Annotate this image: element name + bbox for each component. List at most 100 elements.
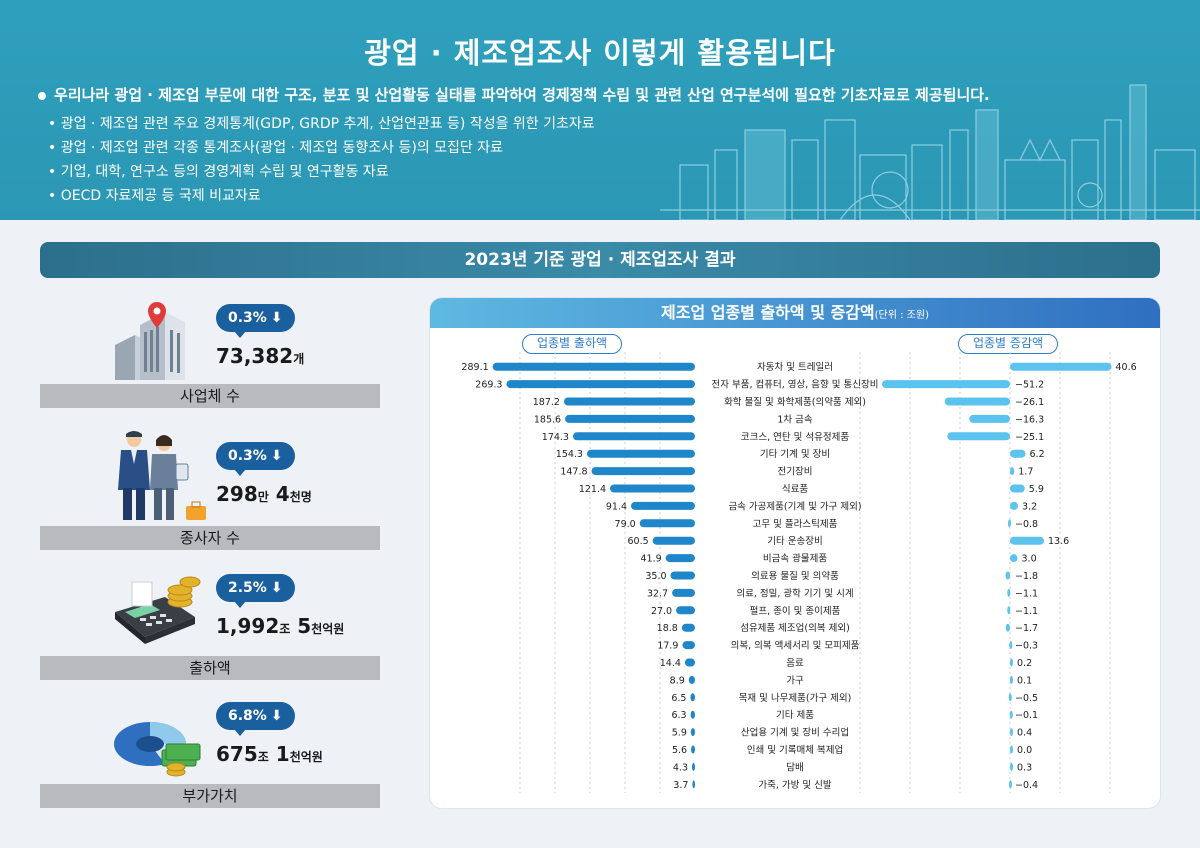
- shipment-value-label: 60.5: [627, 536, 648, 547]
- change-value-label: 6.2: [1030, 449, 1045, 460]
- stat-label: 종사자 수: [40, 526, 380, 550]
- change-bar: [969, 414, 1010, 423]
- stat-value: 298만 4천명: [216, 482, 312, 506]
- industry-chart: 289.1 자동차 및 트레일러 40.6 269.3 전자 부품, 컴퓨터, 영상, …: [461, 352, 1137, 793]
- change-badge: 0.3% ⬇: [216, 442, 295, 476]
- category-label: 펄프, 종이 및 종이제품: [750, 605, 841, 617]
- category-label: 전자 부품, 컴퓨터, 영상, 음향 및 통신장비: [711, 379, 878, 391]
- page-title: 광업 · 제조업조사 이렇게 활용됩니다: [364, 36, 836, 70]
- change-bar: [1010, 762, 1013, 771]
- category-label: 1차 금속: [777, 413, 813, 425]
- shipment-bar: [682, 641, 695, 650]
- category-label: 자동차 및 트레일러: [757, 361, 833, 373]
- change-bar: [1007, 606, 1011, 615]
- category-label: 금속 가공제품(기계 및 가구 제외): [728, 500, 861, 512]
- category-label: 가죽, 가방 및 신발: [758, 779, 832, 791]
- shipment-value-label: 91.4: [606, 501, 627, 512]
- change-value-label: −0.3: [1015, 641, 1038, 652]
- shipment-value-label: 4.3: [673, 762, 688, 773]
- change-bar: [1005, 623, 1010, 632]
- shipment-bar: [565, 414, 695, 423]
- shipment-value-label: 5.6: [672, 745, 687, 756]
- shipment-value-label: 35.0: [645, 571, 666, 582]
- value-number: 675: [216, 742, 258, 766]
- value-unit: 조: [279, 622, 291, 636]
- change-bar: [944, 397, 1010, 406]
- change-bar: [1009, 641, 1013, 650]
- stat-shipments: 2.5% ⬇ 1,992조 5천억원 출하액: [40, 566, 380, 682]
- change-value-label: 0.1: [1017, 675, 1032, 686]
- shipment-bar: [652, 536, 695, 545]
- change-value-label: 0.2: [1017, 658, 1032, 669]
- change-value-label: −0.1: [1015, 710, 1038, 721]
- shipment-value-label: 289.1: [461, 362, 488, 373]
- shipment-bar: [591, 467, 695, 476]
- category-label: 음료: [786, 658, 804, 669]
- value-unit-2: 천억원: [289, 750, 323, 764]
- change-bar: [1010, 501, 1018, 510]
- change-value-label: −51.2: [1015, 380, 1044, 391]
- shipment-value-label: 18.8: [657, 623, 678, 634]
- change-bar: [1010, 362, 1112, 371]
- change-bar: [1009, 710, 1013, 719]
- shipment-bar: [670, 571, 695, 580]
- category-label: 의료, 정밀, 광학 기기 및 시계: [736, 587, 853, 599]
- change-value-label: 3.2: [1022, 501, 1037, 512]
- change-value-label: −26.1: [1015, 397, 1044, 408]
- shipment-value-label: 5.9: [672, 728, 687, 739]
- section-banner: 2023년 기준 광업 · 제조업조사 결과: [40, 242, 1160, 278]
- shipment-value-label: 27.0: [651, 606, 672, 617]
- change-series-tag: 업종별 증감액: [958, 334, 1058, 354]
- stat-employees: 0.3% ⬇ 298만 4천명 종사자 수: [40, 430, 380, 550]
- shipment-value-label: 174.3: [542, 432, 569, 443]
- value-unit: 조: [257, 750, 269, 764]
- change-value-label: −1.1: [1015, 588, 1038, 599]
- value-unit: 만: [257, 490, 269, 504]
- stat-label: 출하액: [40, 656, 380, 680]
- shipment-bar: [563, 397, 695, 406]
- shipment-value-label: 185.6: [534, 414, 561, 425]
- category-label: 전기장비: [778, 467, 813, 478]
- shipment-value-label: 17.9: [657, 641, 678, 652]
- change-value-label: 5.9: [1029, 484, 1044, 495]
- change-value-label: −0.4: [1015, 780, 1038, 791]
- change-bar: [1010, 449, 1026, 458]
- shipment-bar: [572, 432, 695, 441]
- shipment-bar: [631, 501, 695, 510]
- shipment-bar: [586, 449, 695, 458]
- category-label: 고무 및 플라스틱제품: [753, 518, 838, 530]
- shipment-bar: [681, 623, 695, 632]
- change-value-label: −0.5: [1015, 693, 1038, 704]
- category-label: 식료품: [782, 484, 808, 495]
- change-value-label: −16.3: [1015, 414, 1044, 425]
- shipment-bar: [610, 484, 695, 493]
- value-unit-2: 천억원: [311, 622, 345, 636]
- value-number-2: 4: [275, 482, 290, 506]
- arrow-down-icon: ⬇: [270, 708, 283, 724]
- change-badge: 2.5% ⬇: [216, 574, 295, 608]
- shipment-bar: [690, 693, 695, 702]
- header-lead-text: 우리나라 광업 · 제조업 부문에 대한 구조, 분포 및 산업활동 실태를 파…: [54, 86, 990, 104]
- shipment-value-label: 41.9: [641, 554, 662, 565]
- change-badge: 6.8% ⬇: [216, 702, 295, 736]
- change-value-label: −25.1: [1015, 432, 1044, 443]
- shipment-bar: [492, 362, 695, 371]
- change-value-label: 1.7: [1018, 467, 1033, 478]
- shipment-value-label: 147.8: [560, 467, 587, 478]
- arrow-down-icon: ⬇: [270, 580, 283, 596]
- arrow-down-icon: ⬇: [270, 448, 283, 464]
- change-bar: [947, 432, 1010, 441]
- shipment-bar: [690, 728, 695, 737]
- chart-title-text: 제조업 업종별 출하액 및 증감액: [661, 303, 875, 322]
- change-bar: [1010, 467, 1015, 476]
- change-value-label: 0.0: [1017, 745, 1032, 756]
- shipment-value-label: 269.3: [475, 380, 502, 391]
- shipment-value-label: 8.9: [670, 675, 685, 686]
- category-label: 담배: [786, 761, 803, 773]
- change-bar: [1010, 554, 1018, 563]
- change-bar: [1010, 484, 1025, 493]
- header-item: • 기업, 대학, 연구소 등의 경영계획 수립 및 연구활동 자료: [48, 164, 389, 180]
- header: 광업 · 제조업조사 이렇게 활용됩니다 우리나라 광업 · 제조업 부문에 대…: [0, 0, 1200, 220]
- header-item: • 광업 · 제조업 관련 각종 통계조사(광업 · 제조업 동향조사 등)의 …: [48, 140, 504, 156]
- chart-unit: (단위 : 조원): [874, 310, 929, 321]
